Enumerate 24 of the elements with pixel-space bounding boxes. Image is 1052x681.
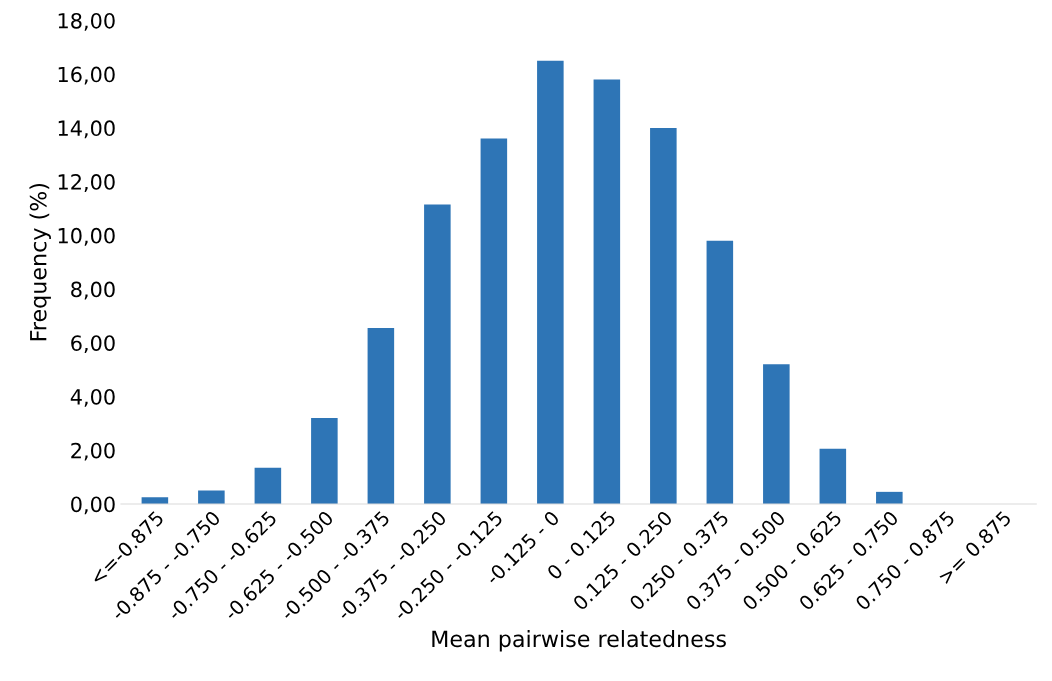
bar: [706, 240, 734, 504]
y-tick-label: 2,00: [71, 442, 115, 461]
bar: [254, 467, 282, 504]
bar: [367, 328, 395, 504]
y-tick-label: 8,00: [71, 281, 115, 300]
y-tick-label: 16,00: [58, 66, 115, 85]
y-tick-label: 4,00: [70, 388, 115, 407]
bar: [311, 417, 338, 504]
y-tick-label: 6,00: [71, 335, 115, 354]
y-tick-label: 12,00: [58, 174, 115, 192]
y-axis-title: Frequency (%): [29, 183, 51, 341]
bar: [424, 204, 451, 504]
bar: [198, 490, 225, 504]
bar: [819, 448, 847, 504]
y-tick-label: 10,00: [58, 227, 115, 246]
x-axis-title: Mean pairwise relatedness: [432, 630, 726, 652]
y-tick-label: 18,00: [58, 12, 115, 31]
bar: [593, 79, 621, 504]
bar: [650, 127, 677, 504]
y-tick-label: 14,00: [58, 120, 115, 139]
bar: [763, 364, 790, 504]
bar: [876, 491, 903, 504]
bar: [537, 60, 564, 504]
bar: [480, 138, 508, 504]
